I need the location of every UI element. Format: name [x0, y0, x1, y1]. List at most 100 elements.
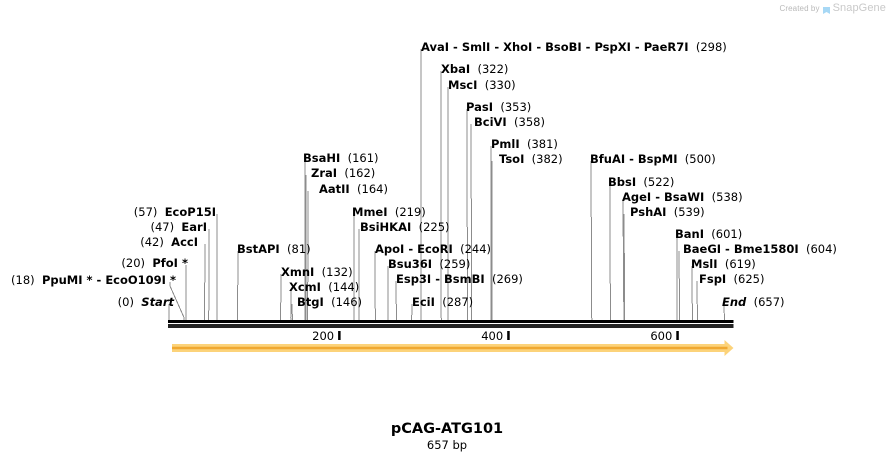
enzyme-label-bani[interactable]: BanI (601): [675, 228, 742, 240]
enzyme-position: (162): [337, 166, 376, 180]
enzyme-label-msli[interactable]: MslI (619): [691, 258, 756, 270]
enzyme-name: AvaI: [421, 40, 450, 54]
watermark-created-by-label: Created by: [779, 3, 820, 13]
plasmid-title: pCAG-ATG101: [390, 421, 504, 437]
enzyme-name: BsiHKAI: [360, 220, 412, 234]
enzyme-label-bsahi[interactable]: BsaHI (161): [303, 152, 379, 164]
enzyme-position: (0): [117, 295, 142, 309]
enzyme-position: (164): [349, 182, 388, 196]
enzyme-position: (298): [688, 40, 727, 54]
enzyme-position: (161): [340, 151, 379, 165]
enzyme-name: XmnI: [281, 265, 315, 279]
enzyme-label-ppumi[interactable]: (18) PpuMI * - EcoO109I *: [11, 274, 176, 286]
enzyme-label-end[interactable]: End (657): [722, 296, 785, 308]
enzyme-name-separator: -: [490, 40, 504, 54]
ruler-tick-400: [507, 331, 510, 340]
enzyme-name: PpuMI: [41, 273, 83, 287]
enzyme-label-pshai[interactable]: PshAI (539): [630, 206, 705, 218]
enzyme-label-mmei[interactable]: MmeI (219): [352, 206, 426, 218]
enzyme-position: (522): [636, 175, 675, 189]
enzyme-label-ecop15i[interactable]: (57) EcoP15I: [134, 206, 216, 218]
enzyme-label-bsihkai[interactable]: BsiHKAI (225): [360, 221, 450, 233]
watermark-brand-label: SnapGene: [832, 2, 886, 14]
enzyme-label-baegi[interactable]: BaeGI - Bme1580I (604): [683, 243, 837, 255]
enzyme-label-esp3i[interactable]: Esp3I - BsmBI (269): [396, 273, 523, 285]
enzyme-position: (657): [746, 295, 785, 309]
enzyme-position: (42): [140, 235, 172, 249]
enzyme-position: (20): [121, 256, 153, 270]
enzyme-position: (353): [493, 100, 532, 114]
enzyme-name: MslI: [691, 257, 718, 271]
leader-line-bcivi: [470, 124, 473, 320]
enzyme-name: XcmI: [289, 280, 321, 294]
enzyme-label-tsoi[interactable]: TsoI (382): [499, 153, 563, 165]
enzyme-position: (539): [666, 205, 705, 219]
enzyme-label-acci[interactable]: (42) AccI: [140, 236, 198, 248]
enzyme-name: XhoI: [503, 40, 533, 54]
enzyme-name-separator: -: [404, 242, 418, 256]
enzyme-position: (538): [704, 190, 743, 204]
enzyme-label-pmli[interactable]: PmlI (381): [491, 138, 558, 150]
leader-line-bstapi: [236, 251, 239, 320]
enzyme-label-bsu36i[interactable]: Bsu36I (259): [388, 258, 470, 270]
enzyme-name-asterisk: *: [165, 273, 176, 287]
enzyme-label-pasi[interactable]: PasI (353): [466, 101, 531, 113]
enzyme-position: (259): [432, 257, 471, 271]
enzyme-name: BfuAI: [590, 152, 626, 166]
enzyme-name: Bsu36I: [388, 257, 433, 271]
ruler-label-200: 200: [312, 329, 335, 343]
enzyme-name: PaeR7I: [643, 40, 689, 54]
snapgene-watermark: Created by SnapGene: [779, 2, 886, 14]
enzyme-position: (625): [726, 272, 765, 286]
enzyme-position: (330): [477, 78, 516, 92]
enzyme-name: BsaWI: [664, 190, 705, 204]
leader-line-baegi: [678, 251, 681, 320]
enzyme-label-fspi[interactable]: FspI (625): [699, 273, 764, 285]
enzyme-label-xcmi[interactable]: XcmI (144): [289, 281, 359, 293]
enzyme-name-separator: -: [532, 40, 546, 54]
enzyme-name: SmlI: [461, 40, 491, 54]
enzyme-position: (18): [11, 273, 42, 287]
enzyme-name-separator: -: [651, 190, 664, 204]
enzyme-position: (287): [434, 295, 474, 309]
enzyme-label-pfoi[interactable]: (20) PfoI *: [121, 257, 188, 269]
enzyme-label-bstapi[interactable]: BstAPI (81): [237, 243, 311, 255]
enzyme-label-xmni[interactable]: XmnI (132): [281, 266, 353, 278]
enzyme-label-agei[interactable]: AgeI - BsaWI (538): [622, 191, 743, 203]
enzyme-position: (57): [133, 205, 165, 219]
enzyme-name: BciVI: [474, 115, 507, 129]
enzyme-name: BanI: [675, 227, 704, 241]
ruler-label-400: 400: [481, 329, 504, 343]
enzyme-label-ecii[interactable]: EciI (287): [412, 296, 473, 308]
enzyme-label-start[interactable]: (0) Start: [118, 296, 174, 308]
enzyme-label-eari[interactable]: (47) EarI: [151, 221, 208, 233]
leader-line-pshai: [623, 214, 626, 320]
ruler-tick-600: [676, 331, 679, 340]
enzyme-name: BstAPI: [237, 242, 280, 256]
enzyme-label-btgi[interactable]: BtgI (146): [297, 296, 362, 308]
enzyme-label-msci[interactable]: MscI (330): [448, 79, 516, 91]
enzyme-label-bfuai[interactable]: BfuAI - BspMI (500): [590, 153, 716, 165]
enzyme-label-aatii[interactable]: AatII (164): [319, 183, 388, 195]
enzyme-position: (500): [677, 152, 716, 166]
backbone-strand-top: [168, 320, 734, 323]
enzyme-label-bbsi[interactable]: BbsI (522): [608, 176, 674, 188]
enzyme-name: BsoBI: [545, 40, 582, 54]
enzyme-label-apoi[interactable]: ApoI - EcoRI (244): [375, 243, 491, 255]
enzyme-name: FspI: [699, 272, 727, 286]
enzyme-name: PspXI: [594, 40, 631, 54]
enzyme-name: BsmBI: [444, 272, 485, 286]
leader-line-ppumi: [169, 282, 185, 320]
enzyme-name: AgeI: [622, 190, 652, 204]
enzyme-label-bcivi[interactable]: BciVI (358): [474, 116, 545, 128]
enzyme-label-zrai[interactable]: ZraI (162): [311, 167, 375, 179]
enzyme-label-avai[interactable]: AvaI - SmlI - XhoI - BsoBI - PspXI - Pae…: [421, 41, 727, 53]
enzyme-position: (244): [452, 242, 492, 256]
enzyme-name: PfoI: [152, 256, 178, 270]
enzyme-name: EcoO109I: [105, 273, 166, 287]
enzyme-label-xbai[interactable]: XbaI (322): [441, 63, 508, 75]
enzyme-position: (47): [150, 220, 182, 234]
enzyme-name: BaeGI: [683, 242, 722, 256]
leader-line-bfuai: [590, 161, 593, 320]
